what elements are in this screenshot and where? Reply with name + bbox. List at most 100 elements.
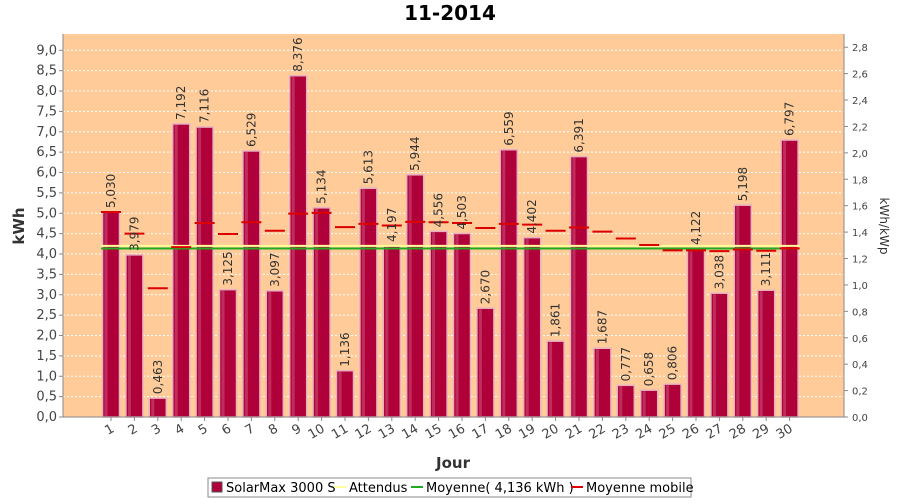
y2-tick-label: 0,4	[852, 360, 868, 371]
x-tick-label: 14	[399, 421, 421, 442]
y-tick-label: 4,0	[36, 247, 57, 262]
data-label: 7,116	[198, 89, 212, 123]
data-label: 1,861	[549, 303, 563, 337]
x-tick-label: 7	[243, 421, 258, 438]
x-tick-label: 18	[493, 421, 515, 442]
bar-highlight	[244, 151, 248, 417]
x-tick-label: 20	[540, 421, 562, 442]
data-label: 3,097	[268, 252, 282, 286]
x-tick-label: 28	[727, 421, 749, 442]
x-tick-label: 16	[446, 421, 468, 442]
data-label: 3,125	[221, 251, 235, 285]
x-tick-label: 29	[750, 421, 772, 442]
y2-tick-label: 1,0	[852, 281, 868, 292]
data-label: 4,197	[385, 208, 399, 242]
data-label: 3,038	[712, 255, 726, 289]
y-tick-label: 0,0	[36, 410, 57, 425]
bar-highlight	[315, 208, 319, 416]
bar-highlight	[338, 371, 342, 416]
bar-highlight	[221, 290, 225, 416]
x-tick-label: 2	[126, 421, 141, 438]
x-tick-label: 23	[610, 421, 632, 442]
bar-highlight	[174, 124, 178, 416]
y2-tick-label: 1,2	[852, 255, 868, 266]
bar-highlight	[502, 150, 506, 416]
x-axis-ticks: 1 2 3 4 5 6 7 8 9 10 11 12 13 14 15 16 17 18 19 20 21 22 23 24 2…	[102, 417, 796, 443]
y2-tick-label: 1,6	[852, 202, 868, 213]
x-tick-label: 27	[704, 421, 726, 442]
bar-highlight	[432, 232, 436, 416]
y-tick-label: 9,0	[36, 43, 57, 58]
y-tick-label: 6,0	[36, 166, 57, 181]
bar-highlight	[525, 238, 529, 416]
lines-group	[101, 211, 800, 290]
bar-highlight	[666, 385, 670, 416]
y-tick-label: 2,0	[36, 329, 57, 344]
legend-entry-solarmax: SolarMax 3000 S	[226, 481, 336, 496]
y-axis-label: kWh	[10, 207, 28, 244]
x-tick-label: 13	[376, 421, 398, 442]
y2-tick-label: 2,4	[852, 96, 868, 107]
data-label: 4,402	[525, 199, 539, 233]
bar-highlight	[619, 386, 623, 416]
y2-axis-ticks: 0,0 0,2 0,4 0,6 0,8 1,0 1,2 1,4 1,6 1,8 2,0 2,2 2,4 2…	[844, 43, 868, 424]
x-tick-label: 5	[196, 421, 211, 438]
x-tick-label: 26	[680, 421, 702, 442]
x-tick-label: 11	[329, 421, 351, 442]
x-tick-label: 10	[306, 421, 328, 442]
chart-title: 11-2014	[404, 1, 496, 25]
data-label: 8,376	[291, 37, 305, 71]
data-label: 0,777	[619, 347, 633, 381]
x-tick-label: 21	[563, 421, 585, 442]
data-label: 4,556	[432, 193, 446, 227]
y-tick-label: 3,0	[36, 288, 57, 303]
legend-entry-attendus: Attendus	[349, 481, 408, 496]
data-label: 3,111	[759, 252, 773, 286]
x-tick-label: 9	[290, 421, 305, 438]
bar-highlight	[595, 349, 599, 416]
y-tick-label: 3,5	[36, 267, 57, 282]
x-tick-label: 25	[657, 421, 679, 442]
y2-tick-label: 2,2	[852, 122, 868, 133]
data-label: 6,529	[244, 113, 258, 147]
y-tick-label: 1,0	[36, 369, 57, 384]
bar-highlight	[783, 141, 787, 416]
bar-highlight	[572, 157, 576, 416]
y-axis-ticks: 0,0 0,5 1,0 1,5 2,0 2,5 3,0 3,5 4,0 4,5 5,0 5,5 6,0 6…	[36, 43, 63, 425]
data-label: 1,136	[338, 332, 352, 366]
y2-tick-label: 2,6	[852, 70, 868, 81]
legend: SolarMax 3000 S Attendus Moyenne( 4,136 …	[207, 477, 694, 498]
bar-highlight	[736, 206, 740, 416]
bar-highlight	[712, 294, 716, 416]
x-tick-label: 12	[353, 421, 375, 442]
y2-tick-label: 1,8	[852, 175, 868, 186]
y-tick-label: 4,5	[36, 227, 57, 242]
data-label: 0,806	[666, 346, 680, 380]
x-tick-label: 1	[102, 421, 117, 438]
bar-highlight	[642, 391, 646, 416]
data-label: 0,463	[151, 360, 165, 394]
bar-highlight	[408, 175, 412, 416]
data-label: 5,198	[736, 167, 750, 201]
bar-highlight	[268, 291, 272, 416]
bar-highlight	[759, 291, 763, 416]
data-label: 4,122	[689, 211, 703, 245]
bar-highlight	[361, 189, 365, 416]
x-tick-label: 19	[516, 421, 538, 442]
y2-tick-label: 0,2	[852, 387, 868, 398]
bar-highlight	[478, 309, 482, 416]
data-label: 7,192	[174, 86, 188, 120]
bar-highlight	[127, 255, 131, 416]
y2-tick-label: 2,8	[852, 43, 868, 54]
y2-axis-label: kWh/kWp	[877, 198, 891, 255]
data-label: 1,687	[595, 310, 609, 344]
data-label: 6,391	[572, 118, 586, 152]
bar-highlight	[198, 128, 202, 416]
x-tick-label: 17	[470, 421, 492, 442]
y-tick-label: 5,5	[36, 186, 57, 201]
y-tick-label: 6,5	[36, 145, 57, 160]
y-tick-label: 7,0	[36, 125, 57, 140]
x-tick-label: 24	[633, 421, 655, 442]
data-label: 5,134	[315, 169, 329, 203]
